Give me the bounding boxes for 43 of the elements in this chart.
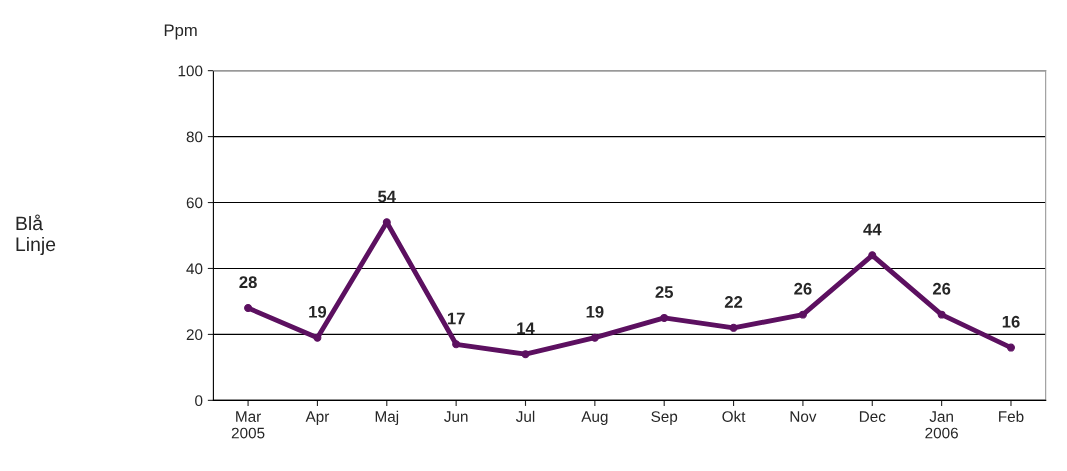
x-tick-label: Apr [305, 411, 330, 426]
point [452, 340, 461, 349]
y-tick-label: 20 [186, 329, 203, 341]
data-label: 28 [239, 276, 257, 289]
data-label: 17 [447, 312, 465, 325]
point [313, 333, 322, 342]
x-tick-label: Aug [581, 411, 608, 426]
x-tick-label: Okt [722, 410, 746, 422]
data-label: 54 [378, 190, 396, 203]
data-label: 25 [655, 286, 674, 298]
x-tick-label: Mar 2005 [231, 411, 265, 439]
point [244, 304, 253, 313]
data-label: 19 [586, 305, 604, 318]
point [660, 313, 669, 322]
y-tick-label: 80 [186, 131, 203, 143]
x-tick-label: Nov [790, 411, 817, 422]
data-label: 26 [794, 282, 812, 295]
data-label: 26 [932, 282, 951, 295]
data-label: 16 [1002, 315, 1020, 328]
x-tick-label: Maj [375, 410, 399, 426]
point [1006, 343, 1015, 352]
x-tick-label: Sep [651, 411, 678, 426]
point [521, 350, 530, 359]
data-label: 19 [309, 305, 327, 318]
y-tick-label: 100 [178, 65, 203, 77]
point [868, 251, 877, 260]
data-label: 22 [724, 296, 743, 308]
y-tick-label: 40 [186, 263, 203, 275]
point [590, 333, 599, 342]
x-tick-label: Feb [999, 410, 1024, 422]
x-tick-label: Jul [515, 410, 535, 422]
point [798, 310, 807, 319]
point [729, 323, 738, 332]
text: Blå Linje [16, 214, 56, 256]
y-tick-label: 60 [186, 197, 203, 209]
data-label: 14 [517, 322, 535, 335]
x-tick-label: Dec [859, 411, 886, 422]
chart-title: Ppm [164, 24, 197, 40]
data-label: 44 [863, 223, 882, 236]
x-tick-label: Jan 2006 [925, 411, 958, 439]
point [937, 310, 946, 319]
y-tick-label: 0 [195, 395, 203, 407]
x-tick-label: Jun [444, 411, 468, 422]
